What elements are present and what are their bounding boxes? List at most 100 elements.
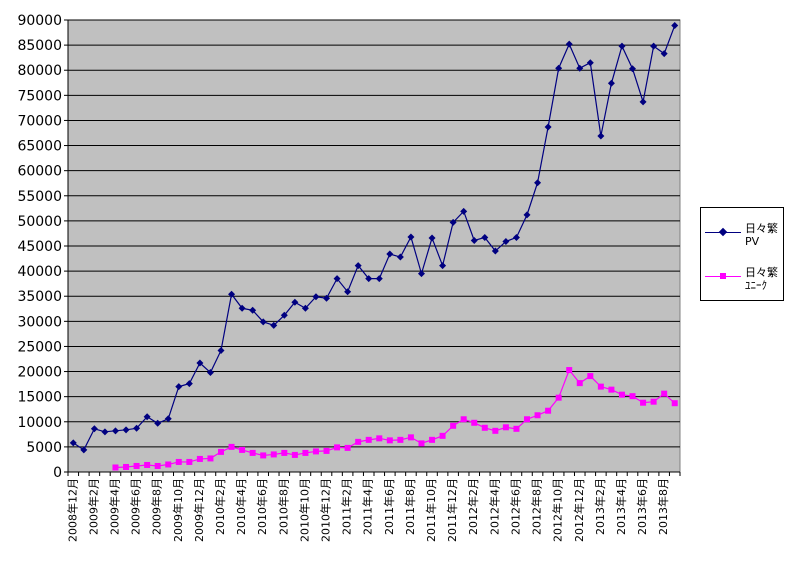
y-tick-label: 10000 [17,415,62,431]
x-tick-label: 2011年4月 [361,478,375,535]
data-point [597,383,604,390]
data-point [481,424,488,431]
y-tick-label: 30000 [17,314,62,330]
data-point [587,373,594,380]
data-point [355,438,362,445]
x-tick-label: 2011年6月 [382,478,396,535]
data-point [618,391,625,398]
data-point [429,436,436,443]
data-point [576,380,583,387]
x-tick-label: 2008年12月 [65,478,79,542]
y-tick-label: 45000 [17,239,62,255]
y-tick-label: 35000 [17,289,62,305]
y-tick-label: 65000 [17,139,62,155]
x-tick-label: 2009年10月 [171,478,185,542]
data-point [280,311,288,319]
data-point [396,253,404,261]
data-point [491,247,499,255]
data-point [640,399,647,406]
data-point [90,425,98,433]
data-point [566,367,573,374]
y-tick-label: 40000 [17,264,62,280]
data-point [323,294,331,302]
x-tick-label: 2010年12月 [319,478,333,542]
data-point [376,435,383,442]
data-point [238,304,246,312]
x-tick-label: 2012年8月 [530,478,544,535]
data-point [650,398,657,405]
data-point [460,416,467,423]
x-tick-label: 2010年8月 [276,478,290,535]
y-tick-label: 90000 [17,13,62,29]
data-point [154,419,162,427]
data-point [629,65,637,73]
data-point [671,22,679,30]
data-point [650,42,658,50]
data-point [218,448,224,455]
y-tick-label: 0 [53,465,62,481]
x-tick-label: 2013年2月 [593,478,607,535]
data-point [576,64,584,72]
data-point [260,452,267,459]
data-point [175,383,183,391]
data-point [312,293,320,301]
legend: 日々繁 PV 日々繁 ﾕﾆｰｸ [700,207,784,301]
series-1 [112,367,678,471]
data-point [386,437,393,444]
data-point [133,424,141,432]
data-point [513,425,520,432]
data-point [629,393,636,400]
x-tick-label: 2012年10月 [551,478,565,542]
data-point [207,455,214,462]
series-line [72,25,676,451]
x-tick-label: 2009年8月 [150,478,164,535]
x-tick-label: 2011年2月 [340,478,354,535]
data-point [281,449,288,456]
data-point [175,458,182,465]
x-tick-label: 2013年8月 [656,478,670,535]
data-point [365,436,372,443]
data-point [354,262,362,270]
data-point [607,79,615,87]
data-point [492,427,499,434]
data-point [544,123,552,131]
data-point [407,233,415,241]
x-tick-label: 2012年2月 [466,478,480,535]
y-tick-label: 50000 [17,214,62,230]
data-point [344,288,352,296]
data-point [502,237,510,245]
data-point [418,440,425,447]
data-point [365,275,373,283]
data-point [206,369,214,377]
y-tick-label: 5000 [26,440,62,456]
x-tick-label: 2012年6月 [508,478,522,535]
x-tick-label: 2013年4月 [614,478,628,535]
x-axis: 2008年12月 2009年2月 2009年4月 2009年6月 2009年8月 2009… [65,471,681,542]
data-point [259,318,267,326]
x-tick-label: 2009年4月 [107,478,121,535]
data-point [111,427,119,435]
data-point [671,400,678,407]
data-point [186,458,193,465]
data-point [239,446,246,453]
data-point [154,462,161,469]
y-tick-label: 25000 [17,339,62,355]
legend-label-pv: 日々繁 PV [745,222,778,248]
data-point [439,432,446,439]
x-tick-label: 2011年12月 [445,478,459,542]
y-tick-label: 75000 [17,88,62,104]
data-point [164,415,172,423]
data-point [249,306,257,314]
data-point [618,42,626,50]
data-point [534,412,541,419]
x-tick-label: 2011年10月 [424,478,438,542]
data-point [69,439,77,447]
data-point [545,407,552,414]
y-tick-label: 80000 [17,63,62,79]
x-tick-label: 2011年8月 [403,478,417,535]
data-point [375,275,383,283]
data-point [323,447,330,454]
data-point [502,424,509,431]
data-point [639,98,647,106]
data-point [417,270,425,278]
